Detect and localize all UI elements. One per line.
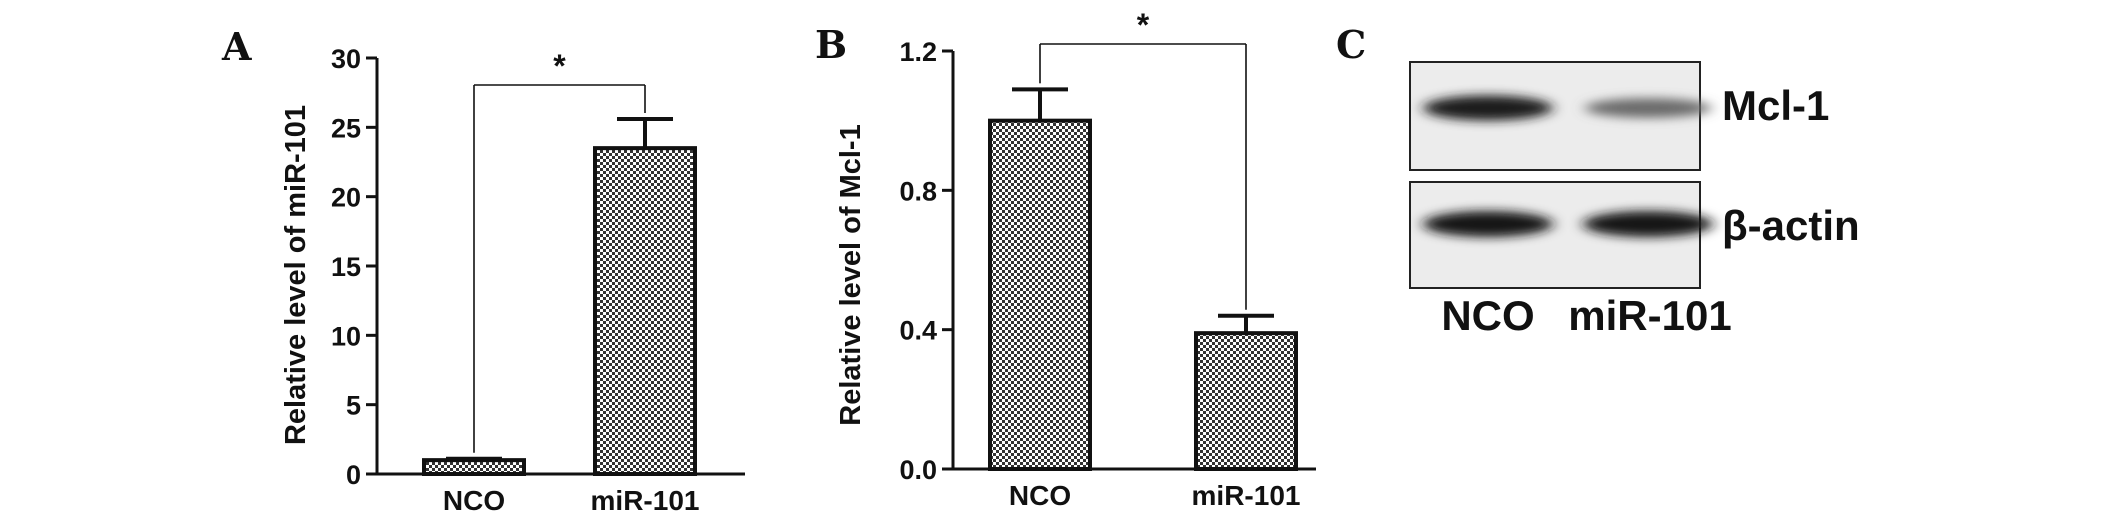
y-tick-label: 0.0 — [899, 455, 937, 485]
y-tick-label: 1.2 — [899, 37, 937, 67]
panel-letter-a: A — [221, 24, 252, 69]
y-tick-label: 5 — [346, 391, 361, 421]
panel-letter-c: C — [1336, 22, 1366, 67]
blot-lane-label-mir101: miR-101 — [1568, 292, 1731, 339]
y-tick-label: 15 — [331, 252, 361, 282]
y-tick-label: 0.4 — [899, 316, 937, 346]
category-label: NCO — [443, 485, 505, 516]
panel-b-axes: 0.0 0.4 0.8 1.2 — [899, 37, 1316, 485]
blot-band-actin-mir101 — [1583, 211, 1713, 237]
category-label: NCO — [1009, 480, 1071, 511]
y-tick-label: 25 — [331, 113, 361, 143]
panel-a-axes: 0 5 10 15 20 25 30 — [331, 44, 745, 490]
blot-bands — [1423, 95, 1713, 237]
y-tick-label: 0 — [346, 460, 361, 490]
blot-band-mcl1-nco — [1423, 95, 1553, 121]
blot-lane-label-nco: NCO — [1441, 292, 1534, 339]
blot-band-mcl1-mir101 — [1585, 98, 1711, 118]
significance-star: * — [553, 48, 566, 84]
blot-band-actin-nco — [1423, 211, 1553, 237]
panel-b-y-axis-title: Relative level of Mcl-1 — [835, 124, 867, 425]
y-tick-label: 30 — [331, 44, 361, 74]
bar-mir-101 — [1194, 331, 1298, 471]
blot-row-label-mcl1: Mcl-1 — [1722, 82, 1829, 129]
panel-b-marks: NCO miR-101 * — [988, 7, 1301, 511]
blot-row-label-actin: β-actin — [1722, 202, 1860, 249]
significance-star: * — [1137, 7, 1150, 43]
panel-letter-b: B — [815, 22, 847, 67]
y-tick-label: 20 — [331, 183, 361, 213]
panel-c-western-blot: C Mcl-1 β-actin NCO miR-101 — [1336, 22, 1860, 339]
category-label: miR-101 — [1192, 480, 1301, 511]
panel-a: A 0 5 10 15 20 25 30 Relative level of miR-101… — [221, 24, 745, 516]
panel-b: B 0.0 0.4 0.8 1.2 Relative level of Mcl-1 N… — [815, 7, 1316, 511]
y-tick-label: 0.8 — [899, 176, 937, 206]
category-label: miR-101 — [591, 485, 700, 516]
panel-a-y-axis-title: Relative level of miR-101 — [280, 105, 312, 445]
bar-mir-101 — [593, 146, 697, 476]
bar-nco — [422, 458, 526, 476]
y-tick-label: 10 — [331, 321, 361, 351]
bar-nco — [988, 118, 1092, 472]
panel-a-marks: NCO miR-101 * — [422, 48, 700, 516]
